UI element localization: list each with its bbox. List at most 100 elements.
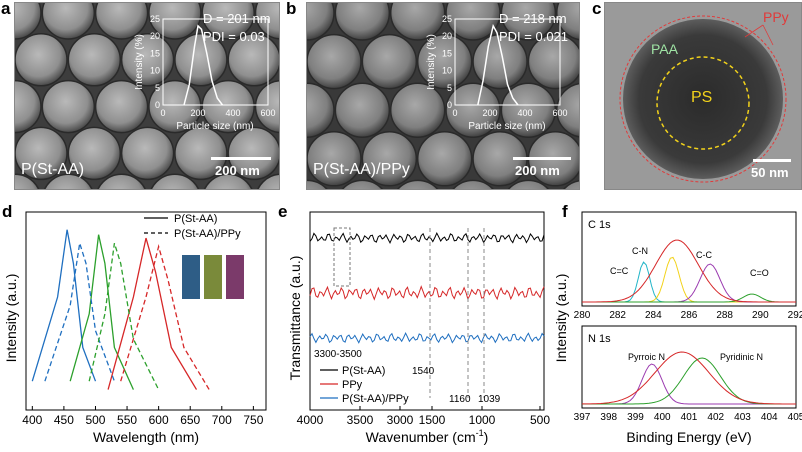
xps-n-xtick: 398 — [600, 412, 617, 423]
panel-e: e 4000 3500 3000 1500 1000 500 3300-3500 1540… — [272, 198, 550, 447]
inset-ytick: 0 — [447, 100, 452, 110]
pl-series-line — [88, 243, 160, 390]
peak-cn: C-N — [632, 246, 648, 256]
ftir-chart: 4000 3500 3000 1500 1000 500 3300-3500 1540 1… — [287, 211, 550, 445]
sem-sphere — [15, 126, 68, 181]
xps-n-xtick: 400 — [654, 412, 671, 423]
sem-sphere — [257, 173, 279, 189]
sem-sphere — [452, 179, 494, 189]
ppy-label: PPy — [763, 9, 789, 25]
sem-sphere — [389, 3, 446, 41]
sem-sphere — [15, 3, 42, 40]
sem-sphere — [527, 33, 579, 90]
pdi-text-a: PDI = 0.03 — [203, 29, 265, 44]
ftir-series-line — [309, 285, 545, 301]
pl-xtick-label: 500 — [85, 413, 105, 427]
inset-ytick: 5 — [447, 83, 452, 93]
sem-sphere — [148, 3, 202, 40]
sem-sphere — [445, 82, 501, 138]
ann-1540: 1540 — [412, 366, 435, 377]
inset-ytick: 25 — [150, 14, 160, 24]
sem-sphere — [500, 3, 557, 41]
xps-n-xtick: 401 — [681, 412, 698, 423]
inset-a-xlabel: Particle size (nm) — [176, 121, 253, 132]
inset-xtick: 200 — [482, 108, 497, 118]
ftir-xtick-label: 500 — [530, 413, 550, 427]
peak-pyridinic: Pyridinic N — [720, 352, 763, 362]
scale-bar-a — [211, 157, 271, 160]
sem-sphere — [389, 82, 446, 138]
inset-ytick: 5 — [155, 83, 160, 93]
pl-xtick-label: 550 — [117, 413, 137, 427]
panel-label-a: a — [1, 0, 11, 18]
inset-ytick: 15 — [442, 48, 452, 58]
ftir-xtick-label: 1500 — [419, 413, 446, 427]
sem-sphere — [201, 3, 255, 40]
sem-sphere — [227, 126, 279, 181]
dls-inset-a: 0 200 400 600 0 5 10 15 20 25 Particle size (nm) … — [133, 7, 278, 135]
peak-cc: C=C — [610, 266, 629, 276]
sem-sphere — [150, 173, 200, 189]
ftir-xtick-label: 4000 — [297, 413, 324, 427]
photo-purple — [226, 255, 244, 299]
ftir-box-3300 — [333, 227, 351, 287]
ftir-xlabel: Wavenumber (cm-1) — [366, 428, 489, 445]
xps-ylabel: Intensity (a.u.) — [553, 274, 569, 363]
scale-text-a: 200 nm — [215, 163, 260, 178]
inset-a-ylabel: Intensity (%) — [134, 34, 145, 90]
xps-n-xtick: 399 — [627, 412, 644, 423]
xps-n-label: N 1s — [588, 333, 611, 345]
inset-ytick: 10 — [442, 66, 452, 76]
panel-label-f: f — [562, 202, 568, 221]
xps-c-xtick: 280 — [574, 310, 591, 321]
sem-sphere — [94, 79, 149, 134]
sem-sphere — [334, 3, 391, 41]
inset-b-ylabel: Intensity (%) — [426, 34, 437, 90]
sem-sphere — [203, 173, 253, 189]
xps-c-xtick: 286 — [681, 310, 698, 321]
tem-particle — [605, 3, 801, 189]
pl-xtick-label: 700 — [212, 413, 232, 427]
peak-c-c: C-C — [696, 250, 712, 260]
photo-green — [204, 255, 222, 299]
legend-e-0: P(St-AA) — [342, 365, 385, 377]
sem-image-b: 0 200 400 600 0 5 10 15 20 25 Particle size (nm) … — [306, 2, 580, 190]
ftir-xtick-label: 3500 — [347, 413, 374, 427]
sem-sphere — [15, 173, 40, 189]
tem-particle-body — [623, 19, 783, 179]
panel-b: b 0 200 400 600 0 5 10 15 20 25 Particle size (nm… — [286, 0, 580, 190]
inset-xtick: 600 — [260, 108, 275, 118]
ppy-shell-outline — [619, 15, 787, 183]
xps-c-envelope — [582, 239, 796, 303]
inset-a-curve — [183, 24, 224, 106]
pl-xlabel: Wavelength (nm) — [93, 429, 199, 445]
sem-sphere — [41, 79, 96, 134]
sem-sphere — [94, 3, 149, 40]
xps-c-axes — [581, 211, 797, 307]
pdi-text-b: PDI = 0.021 — [499, 29, 569, 44]
xps-c-xtick: 282 — [609, 310, 626, 321]
sem-sphere — [472, 33, 528, 90]
sem-sphere — [148, 79, 202, 134]
sem-sphere — [562, 180, 579, 189]
inset-b-curve — [477, 23, 519, 106]
sem-sphere — [556, 3, 579, 41]
sample-label-a: P(St-AA) — [21, 161, 85, 178]
sem-spheres-a — [15, 3, 279, 189]
scale-bar-c — [753, 159, 791, 162]
legend-d-solid: P(St-AA) — [174, 213, 217, 225]
sem-sphere — [334, 82, 391, 138]
pl-series-line — [120, 243, 210, 390]
ftir-series-line — [309, 332, 545, 344]
sem-sphere — [174, 33, 228, 87]
scale-text-b: 200 nm — [515, 163, 560, 178]
sem-sphere — [254, 3, 279, 40]
pl-xtick-label: 600 — [149, 413, 169, 427]
sem-sphere — [416, 131, 473, 187]
photo-blue — [182, 255, 200, 299]
ftir-xtick-label: 1000 — [469, 413, 496, 427]
xps-n-envelope — [582, 351, 796, 405]
xps-n-xtick: 405 — [788, 412, 802, 423]
